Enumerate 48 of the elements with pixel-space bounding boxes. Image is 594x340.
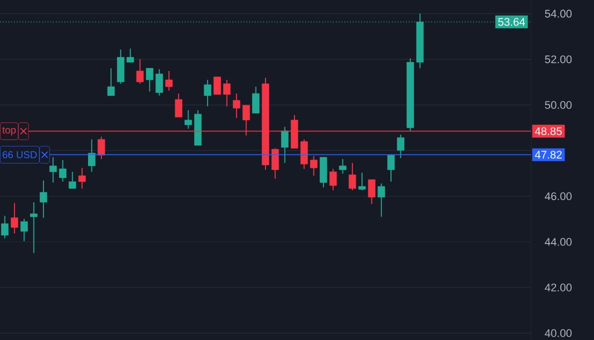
candlestick	[184, 110, 192, 130]
candlestick	[107, 68, 115, 96]
ref-line-label: 53.64	[498, 18, 525, 26]
candlestick	[1, 215, 8, 239]
annotation: top	[2, 126, 16, 136]
candlestick	[136, 58, 144, 84]
y-tick-label: 52.00	[544, 55, 572, 64]
candlestick	[126, 48, 134, 63]
candlestick	[223, 79, 231, 107]
ref-line-label: 48.85	[534, 127, 562, 136]
candlestick	[165, 70, 173, 92]
ref-line-label: 47.82	[534, 150, 562, 159]
candlestick	[174, 93, 182, 118]
candlestick	[78, 167, 86, 189]
candlestick	[281, 126, 288, 164]
y-tick-label: 44.00	[544, 238, 572, 246]
candlestick	[88, 138, 96, 172]
candlestick	[271, 148, 279, 180]
candlestick	[310, 156, 318, 176]
candlestick	[10, 202, 18, 234]
candlestick	[204, 79, 212, 107]
candlestick	[358, 172, 366, 191]
candlestick	[40, 180, 48, 218]
y-tick-label: 46.00	[544, 192, 572, 200]
candlestick	[156, 68, 163, 96]
candlestick	[300, 138, 308, 170]
candlestick	[232, 93, 240, 118]
y-tick-label: 42.00	[544, 284, 572, 292]
annotation: 66 USD	[2, 151, 37, 158]
candlestick	[396, 134, 404, 159]
y-tick-label: 54.00	[544, 10, 572, 18]
candlestick	[59, 159, 66, 182]
candlestick	[214, 76, 221, 95]
candlestick	[68, 171, 76, 189]
candlestick	[20, 218, 28, 242]
candlestick	[252, 86, 260, 114]
y-tick-label: 40.00	[544, 329, 572, 338]
candlestick	[146, 68, 154, 92]
candlestick	[98, 136, 106, 160]
candlestick	[387, 154, 395, 182]
candlestick	[49, 156, 57, 184]
candlestick	[30, 202, 38, 254]
y-tick-label: 50.00	[544, 101, 572, 109]
candlestick	[329, 168, 337, 191]
candlestick	[368, 179, 376, 204]
candlestick	[348, 162, 356, 191]
candlestick	[378, 182, 386, 218]
candlestick	[339, 158, 346, 174]
